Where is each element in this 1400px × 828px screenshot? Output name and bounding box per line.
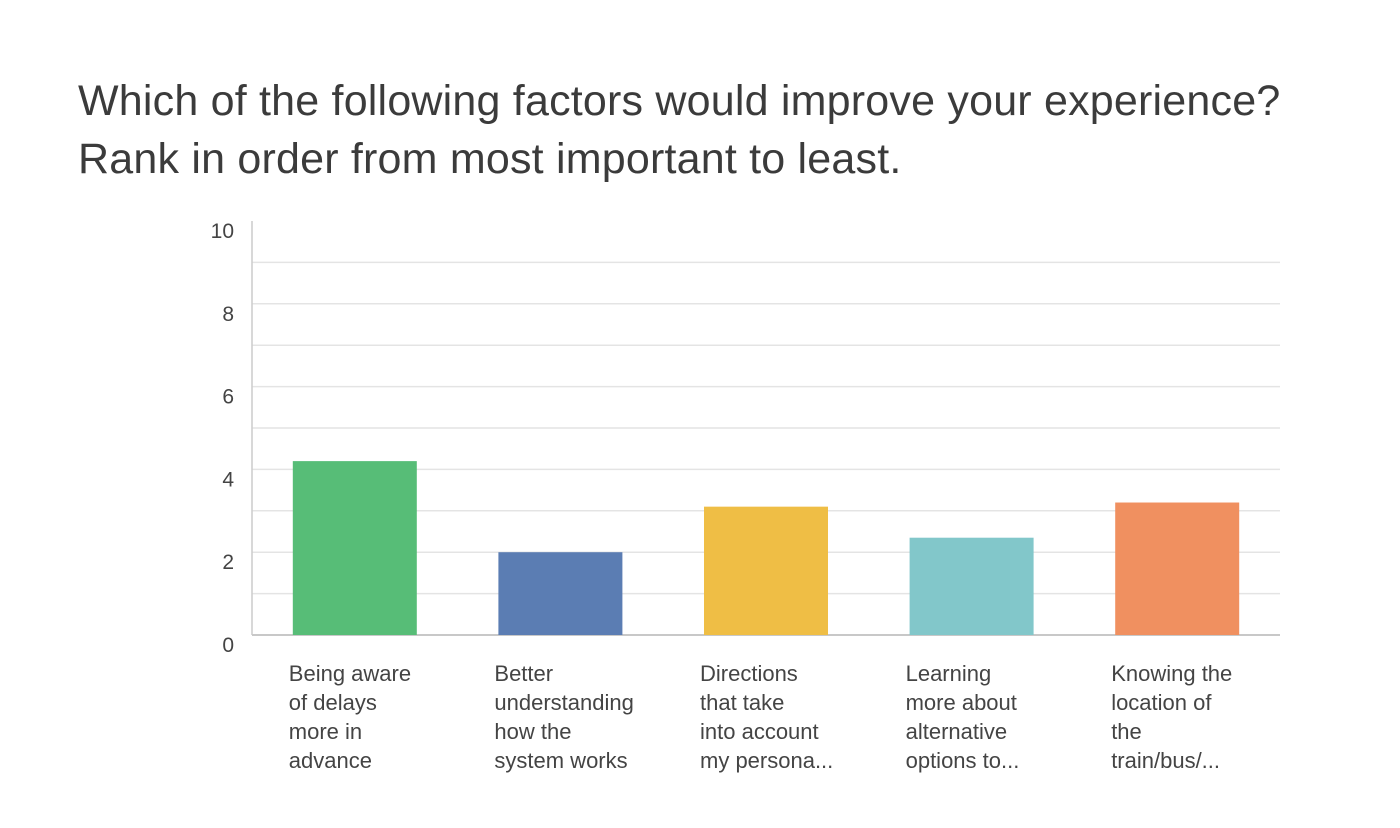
x-tick-label-line: train/bus/... [1111, 748, 1220, 773]
bar[interactable] [704, 506, 828, 635]
x-tick-label-line: that take [700, 690, 784, 715]
x-tick-label-line: Being aware [289, 661, 411, 686]
y-tick-label: 0 [222, 634, 234, 657]
x-tick-label-line: alternative [906, 719, 1008, 744]
x-tick-label-line: location of [1111, 690, 1212, 715]
x-tick-label-line: the [1111, 719, 1142, 744]
x-tick-label-line: understanding [494, 690, 633, 715]
bar[interactable] [292, 461, 417, 635]
x-axis-labels: Being aware of delays more in advance Better… [289, 661, 1232, 773]
x-tick-label: Better understanding how the system works [494, 661, 633, 773]
x-tick-label-line: into account [700, 719, 819, 744]
y-tick-label: 10 [211, 220, 234, 243]
bars [292, 461, 1240, 635]
y-tick-label: 8 [222, 303, 234, 326]
bar[interactable] [909, 537, 1034, 635]
x-tick-label-line: more in [289, 719, 362, 744]
x-tick-label: Being aware of delays more in advance [289, 661, 411, 773]
x-tick-label: Directions that take into account my person… [700, 661, 833, 773]
x-tick-label-line: advance [289, 748, 372, 773]
x-tick-label-line: Learning [906, 661, 992, 686]
x-tick-label-line: system works [494, 748, 627, 773]
y-tick-label: 2 [222, 551, 234, 574]
x-tick-label: Learning more about alternative options to.… [906, 661, 1020, 773]
x-tick-label: Knowing the location of the train/bus/... [1111, 661, 1232, 773]
x-tick-label-line: Better [494, 661, 553, 686]
x-tick-label-line: Directions [700, 661, 798, 686]
bar[interactable] [498, 552, 623, 635]
y-tick-label: 6 [222, 386, 234, 409]
chart-title: Which of the following factors would imp… [78, 77, 1281, 183]
x-tick-label-line: how the [494, 719, 571, 744]
x-tick-label-line: options to... [906, 748, 1020, 773]
x-tick-label-line: of delays [289, 690, 377, 715]
x-tick-label-line: more about [906, 690, 1017, 715]
bar[interactable] [1115, 502, 1240, 635]
y-tick-label: 4 [222, 468, 234, 491]
x-tick-label-line: Knowing the [1111, 661, 1232, 686]
x-tick-label-line: my persona... [700, 748, 833, 773]
